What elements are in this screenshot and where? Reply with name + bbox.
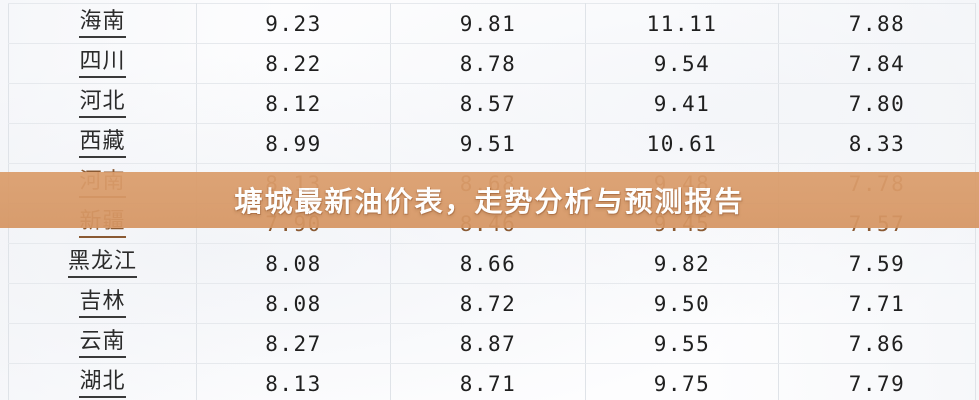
cell-price-4: 7.80 <box>778 83 976 124</box>
price-value: 7.59 <box>848 251 906 276</box>
cell-price-4: 7.88 <box>778 3 976 44</box>
price-value: 7.84 <box>848 51 906 76</box>
cell-price-3: 9.50 <box>585 283 779 324</box>
cell-price-4: 7.86 <box>778 323 976 364</box>
cell-region: 河北 <box>8 83 197 124</box>
price-value: 9.50 <box>653 291 711 316</box>
cell-price-2: 9.81 <box>390 3 586 44</box>
cell-price-3: 9.55 <box>585 323 779 364</box>
price-value: 9.82 <box>653 251 711 276</box>
region-label: 河北 <box>79 89 126 118</box>
cell-price-4: 7.71 <box>778 283 976 324</box>
price-value: 8.08 <box>265 251 322 276</box>
price-value: 11.11 <box>646 11 718 36</box>
price-value: 7.71 <box>848 291 906 316</box>
cell-price-2: 8.72 <box>390 283 586 324</box>
cell-region: 湖北 <box>8 363 197 400</box>
price-value: 8.78 <box>459 51 517 76</box>
fuel-price-table: 海南 9.23 9.81 11.11 7.88 四川 8.22 8.78 9.54 7.84 河北 8… <box>8 3 976 400</box>
cell-price-3: 9.75 <box>585 363 779 400</box>
region-label: 黑龙江 <box>67 249 137 278</box>
table-row: 云南 8.27 8.87 9.55 7.86 <box>8 323 976 364</box>
price-value: 10.61 <box>646 131 718 156</box>
price-value: 8.99 <box>265 131 322 156</box>
cell-price-2: 8.71 <box>390 363 586 400</box>
table-row: 海南 9.23 9.81 11.11 7.88 <box>8 3 976 44</box>
price-value: 8.87 <box>459 331 517 356</box>
cell-region: 云南 <box>8 323 197 364</box>
region-label: 吉林 <box>79 289 126 318</box>
cell-price-4: 7.84 <box>778 43 976 84</box>
cell-price-1: 9.23 <box>196 3 391 44</box>
cell-region: 四川 <box>8 43 197 84</box>
cell-region: 海南 <box>8 3 197 44</box>
price-value: 9.81 <box>459 11 517 36</box>
cell-price-1: 8.27 <box>196 323 391 364</box>
cell-price-3: 9.54 <box>585 43 779 84</box>
cell-region: 吉林 <box>8 283 197 324</box>
price-value: 9.51 <box>459 131 517 156</box>
price-value: 7.80 <box>848 91 906 116</box>
price-value: 7.88 <box>848 11 906 36</box>
price-value: 8.33 <box>848 131 906 156</box>
price-value: 8.66 <box>459 251 517 276</box>
price-value: 9.41 <box>653 91 711 116</box>
price-value: 9.55 <box>653 331 711 356</box>
price-value: 7.86 <box>848 331 906 356</box>
cell-price-2: 9.51 <box>390 123 586 164</box>
overlay-title-band: 塘城最新油价表，走势分析与预测报告 <box>0 172 979 228</box>
cell-price-1: 8.08 <box>196 283 391 324</box>
table-row: 西藏 8.99 9.51 10.61 8.33 <box>8 123 976 164</box>
price-value: 8.08 <box>265 291 322 316</box>
table-row: 湖北 8.13 8.71 9.75 7.79 <box>8 363 976 400</box>
table-row: 黑龙江 8.08 8.66 9.82 7.59 <box>8 243 976 284</box>
region-label: 湖北 <box>79 369 126 398</box>
price-value: 7.79 <box>848 371 906 396</box>
price-value: 8.22 <box>265 51 322 76</box>
cell-price-2: 8.78 <box>390 43 586 84</box>
cell-price-4: 7.59 <box>778 243 976 284</box>
cell-price-3: 11.11 <box>585 3 779 44</box>
cell-price-2: 8.66 <box>390 243 586 284</box>
cell-price-3: 9.41 <box>585 83 779 124</box>
cell-price-1: 8.99 <box>196 123 391 164</box>
table-body: 海南 9.23 9.81 11.11 7.88 四川 8.22 8.78 9.54 7.84 河北 8… <box>8 3 976 400</box>
price-value: 8.12 <box>265 91 322 116</box>
price-value: 9.54 <box>653 51 711 76</box>
price-value: 8.13 <box>265 371 322 396</box>
overlay-title-text: 塘城最新油价表，走势分析与预测报告 <box>234 185 745 218</box>
cell-region: 西藏 <box>8 123 197 164</box>
price-value: 9.23 <box>265 11 322 36</box>
cell-price-4: 8.33 <box>778 123 976 164</box>
table-row: 河北 8.12 8.57 9.41 7.80 <box>8 83 976 124</box>
price-value: 9.75 <box>653 371 711 396</box>
price-value: 8.57 <box>459 91 517 116</box>
region-label: 海南 <box>79 9 126 38</box>
cell-price-3: 10.61 <box>585 123 779 164</box>
price-value: 8.71 <box>459 371 517 396</box>
region-label: 云南 <box>79 329 126 358</box>
price-value: 8.72 <box>459 291 517 316</box>
cell-price-2: 8.57 <box>390 83 586 124</box>
table-row: 吉林 8.08 8.72 9.50 7.71 <box>8 283 976 324</box>
cell-price-1: 8.12 <box>196 83 391 124</box>
cell-region: 黑龙江 <box>8 243 197 284</box>
table-row: 四川 8.22 8.78 9.54 7.84 <box>8 43 976 84</box>
cell-price-1: 8.08 <box>196 243 391 284</box>
region-label: 西藏 <box>79 129 126 158</box>
cell-price-1: 8.22 <box>196 43 391 84</box>
cell-price-4: 7.79 <box>778 363 976 400</box>
region-label: 四川 <box>79 49 126 78</box>
price-value: 8.27 <box>265 331 322 356</box>
cell-price-3: 9.82 <box>585 243 779 284</box>
cell-price-1: 8.13 <box>196 363 391 400</box>
cell-price-2: 8.87 <box>390 323 586 364</box>
